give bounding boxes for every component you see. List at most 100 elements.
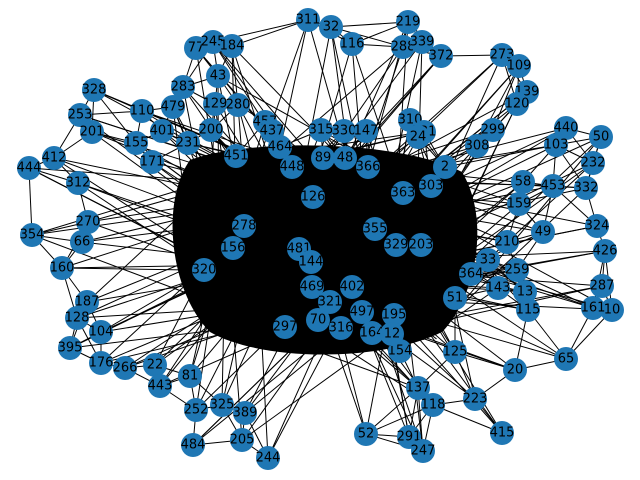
node	[409, 233, 433, 257]
node	[380, 322, 404, 346]
node-label: 51	[447, 291, 464, 306]
node	[459, 262, 483, 286]
node-label: 58	[515, 175, 532, 190]
node	[311, 146, 335, 170]
node	[511, 170, 535, 194]
node	[505, 92, 529, 116]
node	[354, 119, 378, 143]
node-label: 33	[480, 253, 497, 268]
node	[581, 151, 605, 175]
node	[181, 433, 205, 457]
node-label: 24	[410, 130, 427, 145]
node-label: 324	[585, 219, 610, 234]
node-label: 325	[210, 398, 235, 413]
node	[505, 258, 529, 282]
node	[443, 286, 467, 310]
node	[171, 75, 195, 99]
node-label: 273	[490, 48, 515, 63]
node	[113, 356, 137, 380]
node	[68, 103, 92, 127]
node	[476, 248, 500, 272]
node	[76, 210, 100, 234]
node	[406, 376, 430, 400]
node	[224, 144, 248, 168]
node-label: 415	[490, 426, 515, 441]
node	[429, 44, 453, 68]
node-label: 259	[505, 263, 530, 278]
node-label: 401	[150, 124, 175, 139]
node-label: 12	[384, 327, 401, 342]
node-label: 104	[89, 325, 114, 340]
edge	[365, 404, 434, 435]
node	[516, 298, 540, 322]
node-label: 395	[58, 341, 83, 356]
node	[585, 214, 609, 238]
node-label: 354	[20, 228, 45, 243]
node-label: 184	[220, 39, 245, 54]
node-label: 299	[481, 123, 506, 138]
node	[140, 150, 164, 174]
node-label: 50	[593, 130, 610, 145]
node	[329, 316, 353, 340]
node	[65, 306, 89, 330]
node	[80, 120, 104, 144]
node-label: 297	[273, 320, 298, 335]
node-label: 412	[42, 151, 67, 166]
node-label: 287	[590, 279, 615, 294]
node-label: 328	[82, 83, 107, 98]
node-label: 205	[230, 433, 255, 448]
node-label: 329	[384, 238, 409, 253]
node	[300, 275, 324, 299]
node-label: 321	[318, 295, 343, 310]
node-label: 426	[593, 244, 618, 259]
node-label: 109	[507, 59, 532, 74]
node-label: 451	[224, 149, 249, 164]
node-label: 13	[517, 285, 534, 300]
node	[206, 64, 230, 88]
node-label: 479	[161, 100, 186, 115]
node-label: 315	[309, 123, 334, 138]
node	[581, 296, 605, 320]
node-label: 43	[210, 69, 227, 84]
node	[70, 230, 94, 254]
node	[58, 336, 82, 360]
node	[268, 135, 292, 159]
node	[356, 155, 380, 179]
node	[391, 181, 415, 205]
node-label: 232	[581, 156, 606, 171]
edge	[231, 19, 309, 47]
node	[42, 146, 66, 170]
node	[463, 387, 487, 411]
node	[531, 220, 555, 244]
node	[503, 358, 527, 382]
node-label: 316	[329, 321, 354, 336]
node-label: 201	[80, 125, 105, 140]
node	[593, 239, 617, 263]
node	[199, 118, 223, 142]
node-label: 81	[182, 369, 199, 384]
node-label: 312	[66, 176, 91, 191]
node	[192, 258, 216, 282]
node-label: 231	[176, 136, 201, 151]
node	[176, 131, 200, 155]
node	[590, 274, 614, 298]
node	[589, 125, 613, 149]
node-label: 440	[554, 121, 579, 136]
node-label: 363	[391, 186, 416, 201]
node	[410, 30, 434, 54]
node	[124, 131, 148, 155]
node	[210, 393, 234, 417]
node-label: 330	[332, 124, 357, 139]
node-label: 103	[544, 138, 569, 153]
node	[350, 300, 374, 324]
node	[280, 155, 304, 179]
node-label: 339	[410, 35, 435, 50]
node-label: 244	[256, 451, 281, 466]
node	[148, 374, 172, 398]
edge	[330, 26, 404, 48]
node	[433, 155, 457, 179]
node	[507, 54, 531, 78]
node	[233, 401, 257, 425]
